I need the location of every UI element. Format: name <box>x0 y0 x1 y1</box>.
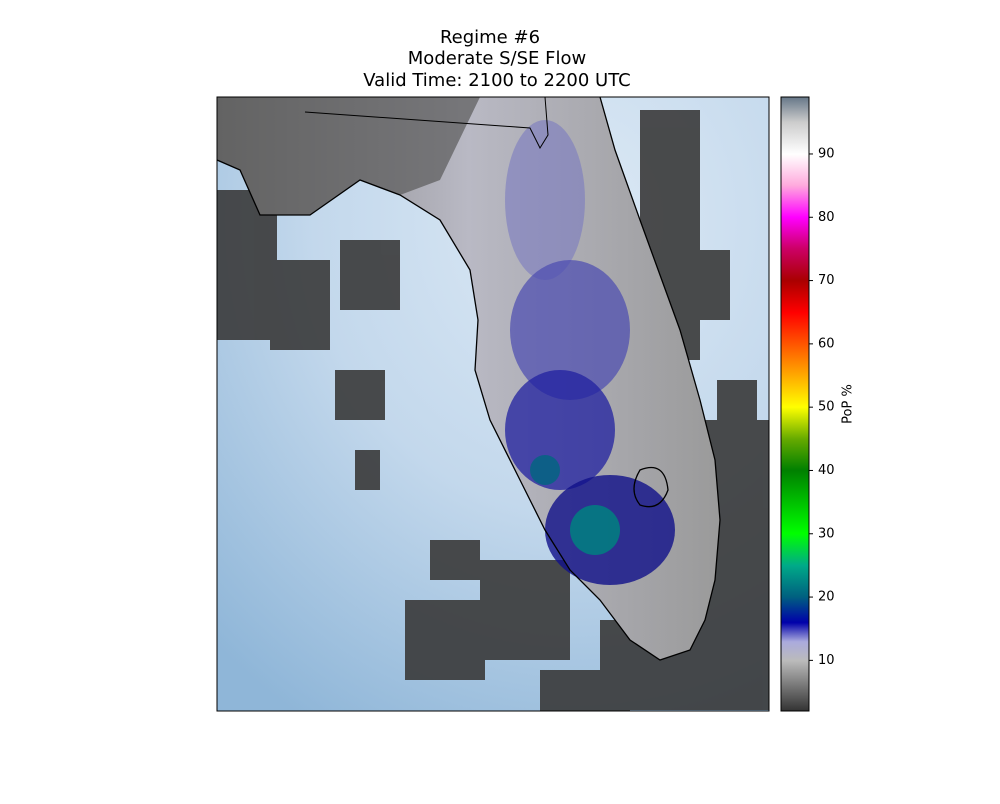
colorbar-label: PoP % <box>841 384 856 424</box>
tick-label: 80 <box>818 210 835 225</box>
tick-label: 70 <box>818 273 835 288</box>
panhandle-shade <box>217 97 480 215</box>
title-line: Moderate S/SE Flow <box>408 48 586 69</box>
tick-label: 10 <box>818 653 835 668</box>
tick-label: 20 <box>818 590 835 605</box>
coastline <box>217 97 721 661</box>
tick-label: 30 <box>818 526 835 541</box>
tick-label: 40 <box>818 463 835 478</box>
tick-label: 50 <box>818 400 835 415</box>
pop-blue <box>505 120 675 585</box>
colorbar-ticks: 10 20 30 40 50 60 70 80 90 <box>809 146 835 668</box>
map <box>217 97 769 711</box>
lake-okeechobee <box>633 466 669 508</box>
colorbar <box>780 96 810 712</box>
tick-label: 60 <box>818 336 835 351</box>
title-line: Regime #6 <box>440 27 540 48</box>
title-line: Valid Time: 2100 to 2200 UTC <box>363 70 630 91</box>
map-frame <box>216 96 770 712</box>
tick-label: 90 <box>818 146 835 161</box>
state-border <box>304 97 549 150</box>
